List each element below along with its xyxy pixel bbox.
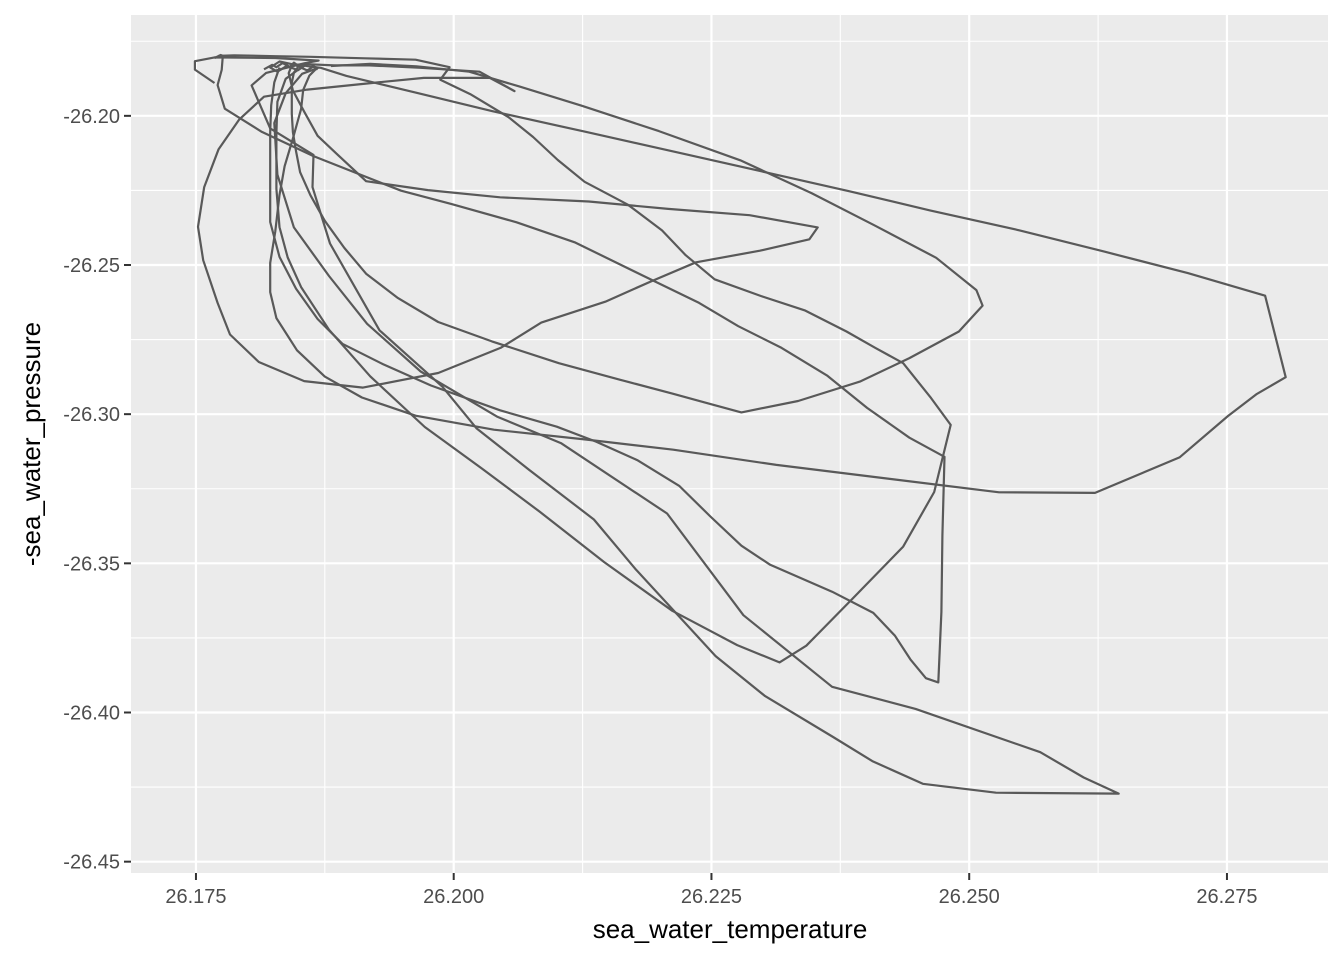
y-tick-label: -26.35 bbox=[63, 553, 120, 575]
series-line-4 bbox=[269, 64, 1287, 494]
series-line-6 bbox=[290, 62, 984, 414]
minor-gridlines bbox=[131, 15, 1328, 873]
x-tick-label: 26.225 bbox=[681, 886, 742, 908]
series-layer bbox=[193, 53, 1287, 795]
y-axis: -26.45 -26.40 -26.35 -26.30 -26.25 -26.20 bbox=[63, 106, 131, 874]
y-tick-label: -26.40 bbox=[63, 702, 120, 724]
x-tick-label: 26.250 bbox=[939, 886, 1000, 908]
major-gridlines bbox=[131, 15, 1328, 873]
y-tick-label: -26.25 bbox=[63, 255, 120, 277]
x-tick-label: 26.175 bbox=[165, 886, 226, 908]
y-axis-title: -sea_water_pressure bbox=[16, 322, 46, 566]
x-axis-title: sea_water_temperature bbox=[593, 914, 868, 944]
series-line-1 bbox=[193, 56, 1120, 795]
x-axis: 26.175 26.200 26.225 26.250 26.275 bbox=[165, 873, 1258, 908]
y-tick-label: -26.20 bbox=[63, 106, 120, 128]
plot-panel bbox=[131, 15, 1328, 873]
x-tick-label: 26.275 bbox=[1196, 886, 1257, 908]
x-tick-label: 26.200 bbox=[423, 886, 484, 908]
series-line-7 bbox=[263, 60, 319, 73]
y-tick-label: -26.45 bbox=[63, 852, 120, 874]
series-line-3 bbox=[218, 54, 952, 664]
y-tick-label: -26.30 bbox=[63, 404, 120, 426]
